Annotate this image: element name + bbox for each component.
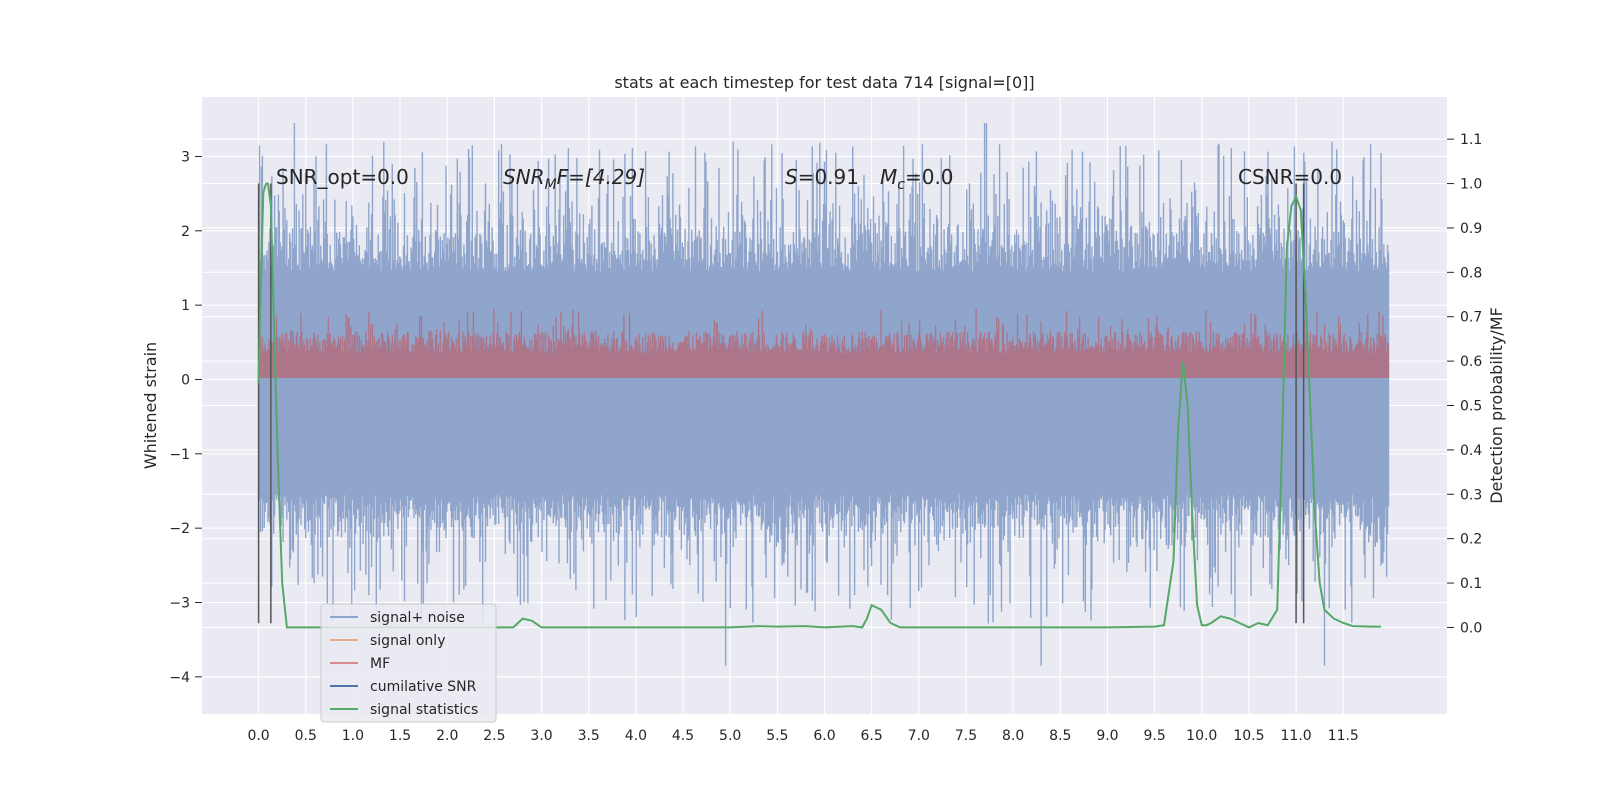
x-tick-label: 1.5 [389,728,411,744]
legend: signal+ noise signal only MF cumilative … [320,603,497,723]
x-tick-label: 4.5 [672,728,694,744]
x-tick-label: 9.5 [1143,728,1165,744]
vertical-markers [257,183,1305,624]
y-tick-label-right: 0.3 [1460,487,1482,503]
y-axis-label-left: Whitened strain [141,342,160,469]
chart-title: stats at each timestep for test data 714… [614,73,1034,92]
x-tick-label: 3.0 [530,728,552,744]
x-tick-label: 5.5 [766,728,788,744]
y-axis-label-right: Detection probability/MF [1487,307,1506,504]
y-tick-label-left: 1 [181,298,190,314]
annotation-mc: Mc=0.0 [880,165,954,193]
legend-label-cumulative-snr: cumilative SNR [370,679,477,695]
x-tick-label: 10.0 [1186,728,1217,744]
y-tick-label-left: 3 [181,149,190,165]
x-tick-label: 3.5 [578,728,600,744]
y-tick-label-right: 0.5 [1460,399,1482,415]
y-tick-label-right: 0.2 [1460,532,1482,548]
y-tick-label-left: −2 [169,521,190,537]
y-tick-label-right: 0.7 [1460,310,1482,326]
y-tick-label-left: −4 [169,670,190,686]
y-tick-label-right: 0.0 [1460,620,1482,636]
y-tick-label-left: −3 [169,595,190,611]
annotation-snr-opt: SNR_opt=0.0 [276,165,409,189]
x-tick-label: 8.5 [1049,728,1071,744]
y-tick-label-right: 0.8 [1460,265,1482,281]
legend-label-signal-statistics: signal statistics [370,702,478,718]
legend-label-mf: MF [370,656,390,672]
x-tick-label: 11.5 [1328,728,1359,744]
legend-label-signal-only: signal only [370,633,445,649]
y-tick-label-right: 1.0 [1460,177,1482,193]
y-tick-label-right: 0.1 [1460,576,1482,592]
x-tick-label: 5.0 [719,728,741,744]
x-tick-label: 11.0 [1281,728,1312,744]
y-tick-label-right: 1.1 [1460,132,1482,148]
y-tick-label-right: 0.9 [1460,221,1482,237]
annotation-csnr: CSNR=0.0 [1238,165,1342,189]
signal-noise-series [257,123,1390,666]
x-tick-label: 8.0 [1002,728,1024,744]
y-tick-label-left: 0 [181,372,190,388]
axis-ticks: 0.0 0.5 1.0 1.5 2.0 2.5 3.0 3.5 4.0 4.5 5.0 5.5 6.0 6… [169,132,1482,744]
x-tick-label: 7.5 [955,728,977,744]
x-tick-label: 2.5 [483,728,505,744]
x-tick-label: 0.5 [295,728,317,744]
legend-label-signal-noise: signal+ noise [370,610,465,626]
legend-box [320,603,497,723]
x-tick-label: 6.0 [813,728,835,744]
y-tick-label-left: 2 [181,224,190,240]
x-tick-label: 4.0 [625,728,647,744]
annotation-s: S=0.91 [785,165,859,189]
annotation-snr-mf: SNRMF=[4.29] [503,165,645,193]
x-tick-label: 0.0 [247,728,269,744]
x-tick-label: 10.5 [1233,728,1264,744]
y-tick-label-right: 0.4 [1460,443,1482,459]
signal-noise-band [258,282,1389,480]
x-tick-label: 2.0 [436,728,458,744]
y-tick-label-left: −1 [169,447,190,463]
x-tick-label: 1.0 [342,728,364,744]
y-tick-label-right: 0.6 [1460,354,1482,370]
x-tick-label: 7.0 [908,728,930,744]
x-tick-label: 6.5 [861,728,883,744]
x-tick-label: 9.0 [1096,728,1118,744]
